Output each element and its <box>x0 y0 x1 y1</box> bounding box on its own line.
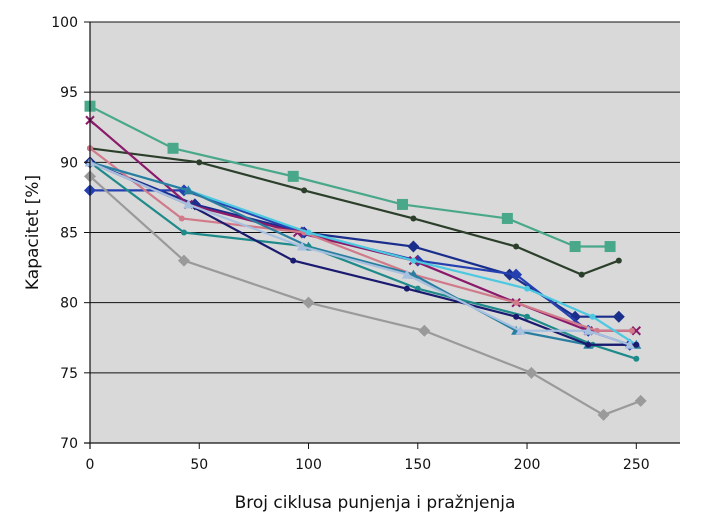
series-2-point-5 <box>513 243 520 250</box>
series-11 <box>85 157 635 349</box>
y-tick-label-70: 70 <box>60 436 78 452</box>
x-tick-label-150: 150 <box>404 457 431 473</box>
series-12-point-4 <box>418 324 431 337</box>
series-9-point-7 <box>633 355 640 362</box>
y-tick-label-80: 80 <box>60 296 78 312</box>
series-5-point-7 <box>631 326 642 336</box>
series-9-point-5 <box>524 313 531 320</box>
series-6-point-7 <box>628 327 635 334</box>
series-6-point-2 <box>178 215 185 222</box>
series-11-point-6 <box>583 325 594 335</box>
series-11-point-2 <box>183 199 194 209</box>
series-4-point-5 <box>510 268 523 281</box>
series-2 <box>87 145 622 278</box>
series-11-point-5 <box>515 325 526 335</box>
x-axis-title: Broj ciklusa punjenja i pražnjenja <box>235 493 516 513</box>
series-11-point-7 <box>624 339 635 349</box>
series-10-point-3 <box>290 257 297 264</box>
series-7-point-5 <box>524 285 531 292</box>
axes: 70 75 80 85 90 95 100 0 50 100 150 200 250 <box>51 15 680 473</box>
series-9-point-2 <box>180 229 187 236</box>
series-10-point-6 <box>585 341 592 348</box>
series-1-point-6 <box>569 241 581 253</box>
y-tick-label-95: 95 <box>60 85 78 101</box>
series-2-point-3 <box>301 187 308 194</box>
series-2-point-6 <box>578 271 585 278</box>
y-tick-label-85: 85 <box>60 226 78 242</box>
series-12-point-3 <box>302 296 315 309</box>
series-7-point-6 <box>589 313 596 320</box>
y-tick-label-100: 100 <box>51 15 78 31</box>
series-1-point-7 <box>604 241 616 253</box>
series-3-point-7 <box>612 310 625 323</box>
series-1-point-4 <box>396 198 408 210</box>
x-tick-label-0: 0 <box>86 457 95 473</box>
x-tick-label-250: 250 <box>623 457 650 473</box>
series-10-point-4 <box>403 285 410 292</box>
series-12-point-5 <box>525 366 538 379</box>
series-7-point-4 <box>410 257 417 264</box>
series-2-point-7 <box>615 257 622 264</box>
x-tick-label-100: 100 <box>295 457 322 473</box>
series-3-point-4 <box>407 240 420 253</box>
series-12 <box>84 170 647 421</box>
series-2-point-2 <box>196 159 203 166</box>
series-1-point-3 <box>287 170 299 182</box>
series-8-point-2 <box>183 185 194 195</box>
series-10-point-7 <box>633 341 640 348</box>
y-axis-title: Kapacitet [%] <box>23 175 43 290</box>
series-1-point-2 <box>167 142 179 154</box>
series-3-point-6 <box>569 310 582 323</box>
series-11-point-4 <box>401 269 412 279</box>
series-7-point-3 <box>305 229 312 236</box>
x-tick-label-200: 200 <box>514 457 541 473</box>
y-tick-label-90: 90 <box>60 155 78 171</box>
series-12-point-2 <box>177 254 190 267</box>
series-6-point-5 <box>513 299 520 306</box>
series-10-point-5 <box>513 313 520 320</box>
series-2-point-4 <box>410 215 417 222</box>
y-tick-label-75: 75 <box>60 366 78 382</box>
series-1-point-5 <box>501 212 513 224</box>
series-11-point-3 <box>296 241 307 251</box>
x-tick-label-50: 50 <box>190 457 208 473</box>
series-12-point-6 <box>597 408 610 421</box>
series-12-point-7 <box>634 394 647 407</box>
